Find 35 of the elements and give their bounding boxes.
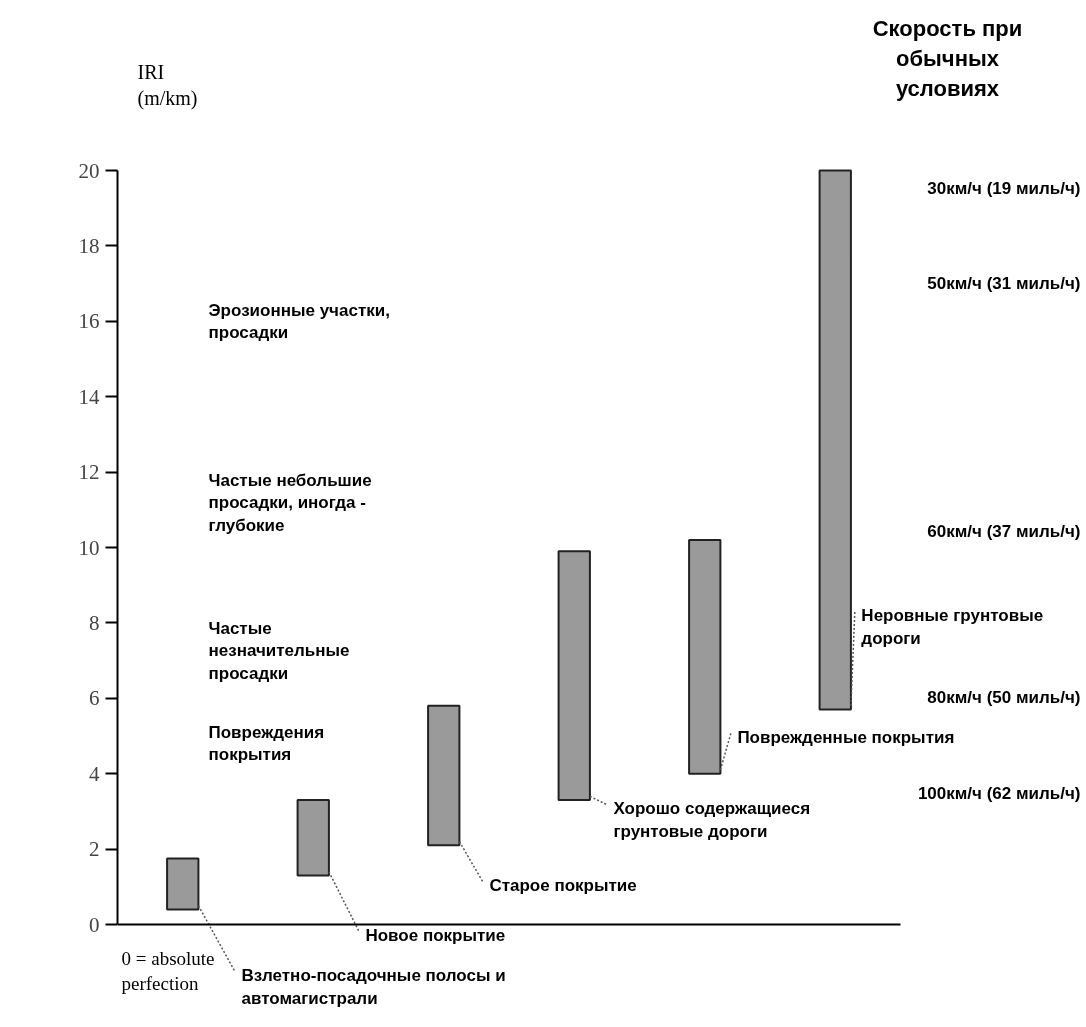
annotation: Частые небольшие просадки, иногда - глубокие <box>208 470 372 536</box>
y-tick-label: 8 <box>89 610 100 635</box>
y-tick-label: 16 <box>78 309 100 334</box>
bar <box>818 169 852 711</box>
annotation: Эрозионные участки, просадки <box>208 300 390 343</box>
annotation: Хорошо содержащиеся грунтовые дороги <box>613 798 811 841</box>
text: 60км/ч (37 миль/ч) <box>927 522 1081 541</box>
annotation: Частые незначительные просадки <box>208 618 350 684</box>
text: 50км/ч (31 миль/ч) <box>927 274 1081 293</box>
y-tick-label: 6 <box>89 686 100 711</box>
bar <box>166 857 200 911</box>
annotation: Повреждения покрытия <box>208 722 325 765</box>
bar <box>557 550 591 802</box>
bar <box>296 799 330 877</box>
y-tick-label: 14 <box>78 384 100 409</box>
bar <box>427 704 461 847</box>
text: Новое покрытие <box>365 925 506 945</box>
y-tick-label: 4 <box>89 761 100 786</box>
bar <box>688 538 722 775</box>
annotation: Неровные грунтовые дороги <box>861 605 1044 648</box>
text: 80км/ч (50 миль/ч) <box>927 688 1081 707</box>
y-tick-label: 12 <box>78 460 100 485</box>
y-tick-label: 20 <box>78 158 100 183</box>
y-tick-label: 18 <box>78 233 100 258</box>
y-tick-label: 10 <box>78 535 100 560</box>
annotation: Поврежденные покрытия <box>737 727 955 747</box>
text: 30км/ч (19 миль/ч) <box>927 179 1081 198</box>
annotation: Старое покрытие <box>489 876 637 896</box>
text: 0 = absolute perfection <box>121 947 215 994</box>
y-tick-label: 2 <box>89 837 100 862</box>
text: Скорость при обычных условиях <box>872 15 1023 101</box>
y-axis-title: IRI (m/km) <box>137 60 198 110</box>
y-tick-label: 0 <box>89 912 100 937</box>
text: Взлетно-посадочные полосы и автомагистрали <box>241 965 506 1008</box>
text: 100км/ч (62 миль/ч) <box>917 784 1081 803</box>
